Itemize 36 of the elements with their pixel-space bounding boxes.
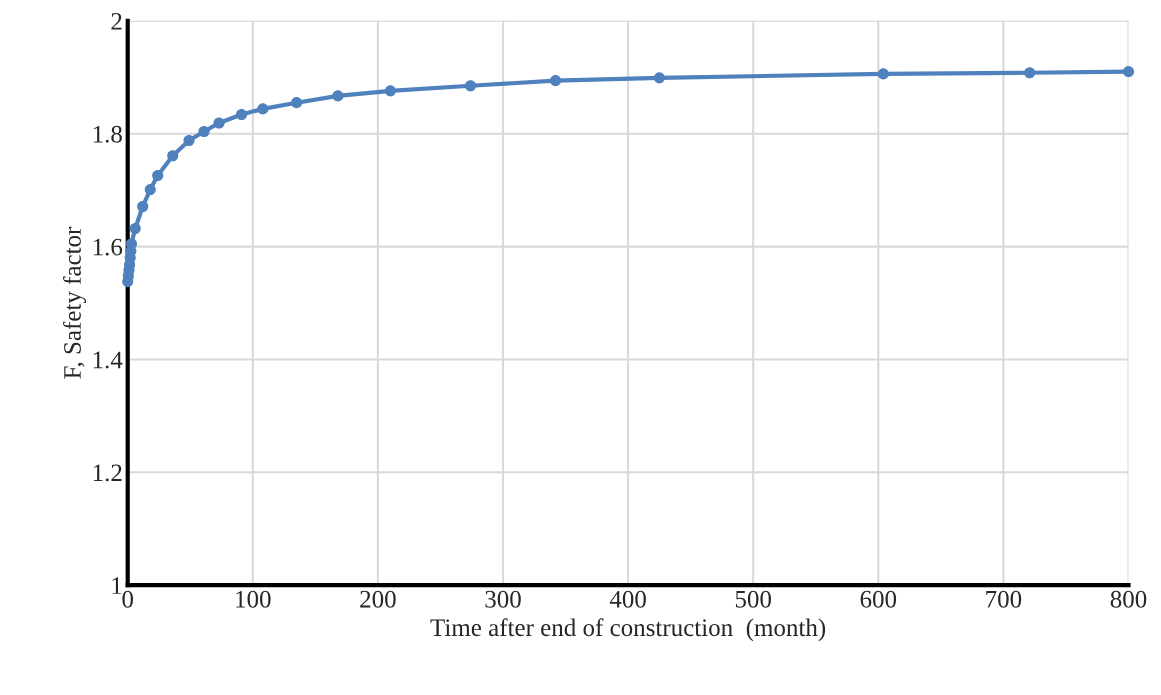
x-tick-label: 600 [860,590,897,608]
point [1024,67,1036,79]
point [877,68,889,80]
x-tick-label: 500 [735,590,771,608]
point [653,72,665,84]
x-tick-label: 800 [1110,590,1147,608]
x-tick-label: 200 [360,590,396,608]
point [213,117,225,129]
point [332,90,344,102]
y-tick-label: 1.2 [93,464,122,482]
y-tick-label: 1 [112,577,122,594]
point [1122,66,1135,78]
point [129,222,141,235]
point [235,108,248,121]
x-tick-label: 400 [609,590,646,608]
point [137,200,149,213]
y-tick-label: 1.8 [93,125,122,143]
x-tick-label: 100 [236,590,271,608]
y-axis-title: F, Safety factor [63,226,87,379]
y-tick-label: 1.6 [93,238,123,256]
x-tick-label: 700 [986,590,1022,608]
point [291,97,303,109]
point [384,85,396,97]
point [152,169,164,182]
point [183,134,195,147]
point [549,75,562,87]
x-axis-title: Time after end of construction (month) [430,618,826,642]
x-tick-label: 0 [122,590,134,608]
y-tick-label: 2 [111,12,122,30]
point [257,103,269,115]
point [198,125,210,138]
x-tick-label: 300 [485,590,521,608]
point [464,80,477,92]
point [144,184,156,196]
y-tick-label: 1.4 [93,351,123,369]
point [167,150,179,162]
